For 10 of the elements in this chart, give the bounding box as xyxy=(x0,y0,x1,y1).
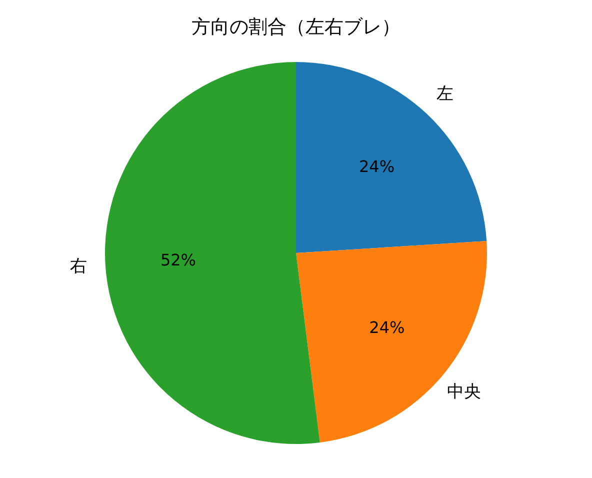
slice-label: 左 xyxy=(436,84,454,104)
data-label: 24% xyxy=(358,156,395,176)
slice-label: 中央 xyxy=(446,382,481,402)
pie-slice xyxy=(296,62,487,253)
slice-label: 右 xyxy=(70,256,87,277)
chart-title: 方向の割合（左右ブレ） xyxy=(192,16,400,38)
pie-slice xyxy=(296,241,487,442)
data-label: 24% xyxy=(369,318,405,338)
pie-slice xyxy=(105,62,320,444)
data-label: 52% xyxy=(160,250,196,270)
